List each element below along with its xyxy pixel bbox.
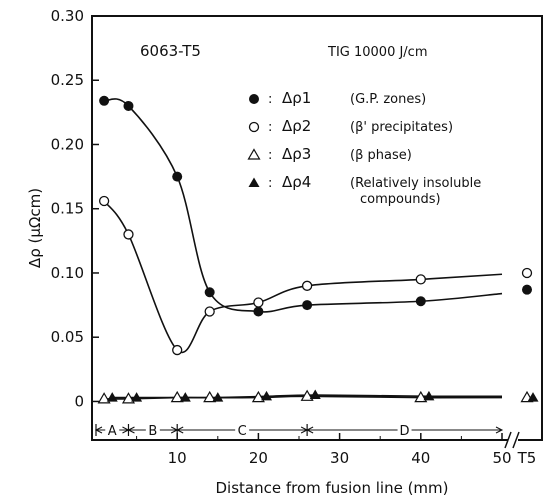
data-point-p1 bbox=[99, 96, 109, 106]
legend-name-p3: Δρ3 bbox=[282, 145, 311, 163]
x-tick-label-t5: T5 bbox=[517, 449, 537, 467]
data-point-p1 bbox=[302, 300, 312, 310]
data-point-p2 bbox=[416, 275, 425, 284]
data-point-p2 bbox=[303, 281, 312, 290]
data-point-p2 bbox=[100, 197, 109, 206]
legend-name-p4: Δρ4 bbox=[282, 173, 311, 191]
zone-label: A bbox=[108, 424, 117, 439]
legend-name-p1: Δρ1 bbox=[282, 89, 311, 107]
legend-marker-p4 bbox=[249, 178, 260, 188]
data-point-p1 bbox=[205, 287, 215, 297]
y-tick-label: 0.20 bbox=[51, 135, 84, 153]
data-point-t5-p2 bbox=[523, 268, 532, 277]
x-tick-label: 10 bbox=[168, 449, 187, 467]
legend-colon: : bbox=[268, 148, 272, 163]
data-points bbox=[99, 96, 539, 403]
y-tick-label: 0.10 bbox=[51, 264, 84, 282]
x-tick-label: 50 bbox=[492, 449, 511, 467]
data-point-p2 bbox=[124, 230, 133, 239]
fit-curve-p2 bbox=[104, 201, 502, 352]
plot-frame bbox=[92, 16, 542, 440]
legend-marker-p3 bbox=[249, 150, 260, 160]
x-tick-label: 20 bbox=[249, 449, 268, 467]
fit-curves bbox=[104, 99, 502, 399]
y-tick-label: 0.15 bbox=[51, 200, 84, 218]
y-tick-label: 0 bbox=[74, 392, 84, 410]
legend-colon: : bbox=[268, 92, 272, 107]
data-point-p1 bbox=[172, 172, 182, 182]
x-tick-label: 40 bbox=[411, 449, 430, 467]
data-point-p2 bbox=[254, 298, 263, 307]
x-tick-label: 30 bbox=[330, 449, 349, 467]
legend-note-p4: compounds) bbox=[360, 192, 441, 207]
data-point-p2 bbox=[205, 307, 214, 316]
y-tick-label: 0.30 bbox=[51, 7, 84, 25]
data-point-p1 bbox=[416, 296, 426, 306]
legend: : Δρ1 (G.P. zones): Δρ2 (β' precipitates): Δρ… bbox=[249, 89, 482, 207]
legend-name-p2: Δρ2 bbox=[282, 117, 311, 135]
legend-colon: : bbox=[268, 176, 272, 191]
data-point-p1 bbox=[123, 101, 133, 111]
condition-label: TIG 10000 J/cm bbox=[327, 45, 428, 60]
y-axis-label: Δρ (μΩcm) bbox=[26, 188, 44, 268]
zone-label: B bbox=[148, 424, 157, 439]
data-point-p1 bbox=[253, 307, 263, 317]
zone-label: C bbox=[238, 424, 247, 439]
legend-marker-p2 bbox=[250, 123, 259, 132]
legend-marker-p1 bbox=[249, 94, 259, 104]
legend-note-p2: (β' precipitates) bbox=[350, 120, 453, 135]
zone-label: D bbox=[400, 424, 410, 439]
y-tick-label: 0.05 bbox=[51, 328, 84, 346]
legend-colon: : bbox=[268, 120, 272, 135]
legend-note-p3: (β phase) bbox=[350, 148, 412, 163]
data-point-t5-p1 bbox=[522, 285, 532, 295]
alloy-label: 6063-T5 bbox=[140, 42, 201, 60]
x-axis-label: Distance from fusion line (mm) bbox=[215, 479, 448, 497]
data-point-p2 bbox=[173, 346, 182, 355]
legend-note-p1: (G.P. zones) bbox=[350, 92, 426, 107]
legend-note-p4: (Relatively insoluble bbox=[350, 176, 481, 191]
x-axis-ticks: 10 20 30 40 50 T5 bbox=[137, 433, 537, 467]
y-tick-label: 0.25 bbox=[51, 71, 84, 89]
